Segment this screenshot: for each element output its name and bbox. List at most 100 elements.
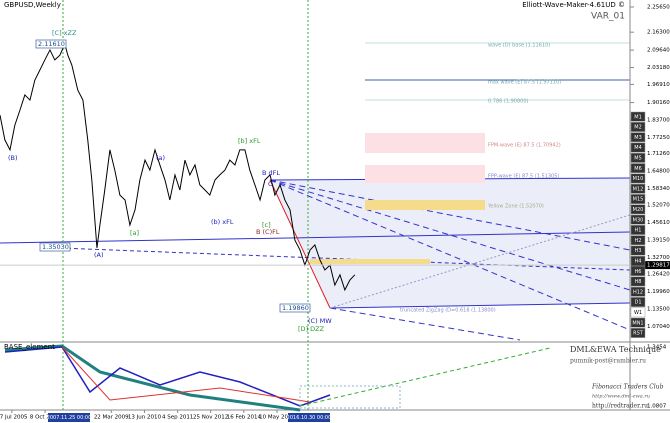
zone <box>310 259 430 264</box>
x-tick-label: 8 Oct 2006 <box>30 415 61 421</box>
x-tick-label: 10 May 2015 <box>259 415 295 421</box>
wave-label: [a] <box>130 229 139 237</box>
channel-fill <box>270 178 630 308</box>
y-tick-label: 2.16300 <box>647 30 670 36</box>
timeframe-button[interactable] <box>630 152 646 163</box>
timeframe-label[interactable]: MN1 <box>632 320 643 326</box>
timeframe-button[interactable] <box>630 183 646 194</box>
timeframe-label[interactable]: M10 <box>633 176 644 182</box>
timeframe-button[interactable] <box>630 276 646 287</box>
cursor-label: 2016.10.30 00:00 <box>287 415 332 421</box>
wave-label: [C] xZZ <box>52 29 77 37</box>
wave-label: truncated ZigZag (D=0.618 (1.13800) <box>400 308 496 314</box>
y-tick-label: 1.83700 <box>647 117 670 123</box>
timeframe-button[interactable] <box>630 225 646 235</box>
zone <box>365 165 485 183</box>
y-tick-label: 1.07040 <box>647 324 670 330</box>
x-tick-label: 22 Mar 2009 <box>94 415 129 421</box>
y-tick-label: 1.32700 <box>647 255 670 261</box>
wave-label: 1.19860 <box>282 304 309 312</box>
timeframe-button[interactable] <box>630 286 646 297</box>
timeframe-label[interactable]: M20 <box>633 207 644 213</box>
timeframe-label[interactable]: H2 <box>635 238 642 244</box>
wave-label: 2.11610 <box>38 40 65 48</box>
timeframe-button[interactable] <box>630 307 646 318</box>
timeframe-button[interactable] <box>630 163 646 174</box>
timeframe-button[interactable] <box>630 266 646 277</box>
timeframe-label[interactable]: M1 <box>634 114 642 120</box>
timeframe-label[interactable]: M30 <box>633 217 644 223</box>
timeframe-label[interactable]: M2 <box>634 125 642 131</box>
y-tick-label: 1.13500 <box>647 307 670 313</box>
channel-line <box>0 231 631 244</box>
y-tick-label: 1.19960 <box>647 289 670 295</box>
y-tick-label: 1.39150 <box>647 237 670 243</box>
timeframe-label[interactable]: M12 <box>633 186 644 192</box>
y-tick-label: 1.58340 <box>647 186 670 192</box>
y-tick-label: 1.45610 <box>647 220 670 226</box>
timeframe-label[interactable]: H4 <box>635 259 642 265</box>
credit: pumnik-post@rambler.ru <box>570 358 646 365</box>
timeframe-button[interactable] <box>630 122 646 132</box>
timeframe-button[interactable] <box>630 111 646 122</box>
timeframe-button[interactable] <box>630 132 646 143</box>
projection <box>299 347 551 407</box>
fan-line <box>329 214 631 309</box>
chart-title: GBPUSD,Weekly <box>4 1 61 9</box>
timeframe-label[interactable]: M5 <box>634 156 642 162</box>
timeframe-button[interactable] <box>630 245 646 256</box>
timeframe-label[interactable]: H6 <box>635 269 642 275</box>
x-tick-label: 16 Feb 2014 <box>227 415 262 421</box>
zigzag <box>61 346 311 403</box>
panel-name: BASE_element <box>4 343 55 351</box>
timeframe-button[interactable] <box>630 255 646 266</box>
wave-line <box>269 179 331 309</box>
timeframe-label[interactable]: M6 <box>634 166 642 172</box>
timeframe-button[interactable] <box>630 214 646 225</box>
wave-label: Yellow Zone (1.52070) <box>487 204 544 210</box>
y-tick-label: 2.25650 <box>647 5 670 11</box>
y-tick-label: 1.96910 <box>647 82 670 88</box>
wave-label: (b) xFL <box>211 218 234 226</box>
wave-label: [D] DZZ <box>298 325 325 333</box>
timeframe-label[interactable]: H8 <box>635 279 642 285</box>
price-tag-box <box>39 242 71 252</box>
y-tick-label: 2.09640 <box>647 48 670 54</box>
timeframe-button[interactable] <box>630 328 646 338</box>
indicator-name: Elliott-Wave-Maker-4.61UD © <box>522 1 625 9</box>
timeframe-label[interactable]: M4 <box>634 145 642 151</box>
y-tick-label: 1.64800 <box>647 168 670 174</box>
fan-line <box>329 307 521 341</box>
timeframe-label[interactable]: H12 <box>633 289 643 295</box>
channel-line <box>329 302 631 309</box>
timeframe-button[interactable] <box>630 142 646 153</box>
timeframe-button[interactable] <box>630 173 646 184</box>
timeframe-label[interactable]: H1 <box>635 228 642 234</box>
timeframe-label[interactable]: M3 <box>634 135 642 141</box>
timeframe-button[interactable] <box>630 204 646 215</box>
credit: DML&EWA Technique <box>570 345 661 354</box>
timeframe-label[interactable]: M15 <box>633 197 644 203</box>
current-price-label: 1.29817 <box>647 263 670 269</box>
box <box>299 385 401 409</box>
zigzag <box>4 346 331 407</box>
timeframe-label[interactable]: D1 <box>634 300 641 306</box>
timeframe-button[interactable] <box>630 297 646 307</box>
timeframe-button[interactable] <box>630 194 646 204</box>
timeframe-label[interactable]: H3 <box>635 248 642 254</box>
timeframe-button[interactable] <box>630 317 646 328</box>
y-tick-label: 1.26420 <box>647 272 670 278</box>
timeframe-button[interactable] <box>630 235 646 246</box>
fan-line <box>269 179 631 291</box>
x-tick-label: 13 Jun 2010 <box>128 415 162 421</box>
wave-label: B (C)FL <box>256 228 280 236</box>
wave-label: [c] <box>262 221 271 229</box>
wave-label: (a) <box>156 154 165 162</box>
credit: Fibonacci Traders Club <box>591 384 664 391</box>
timeframe-label[interactable]: RST <box>633 331 644 337</box>
projections <box>0 0 631 410</box>
timeframe-label[interactable]: W1 <box>634 310 642 316</box>
wave-label: C <box>268 180 273 188</box>
price-line <box>0 42 356 292</box>
